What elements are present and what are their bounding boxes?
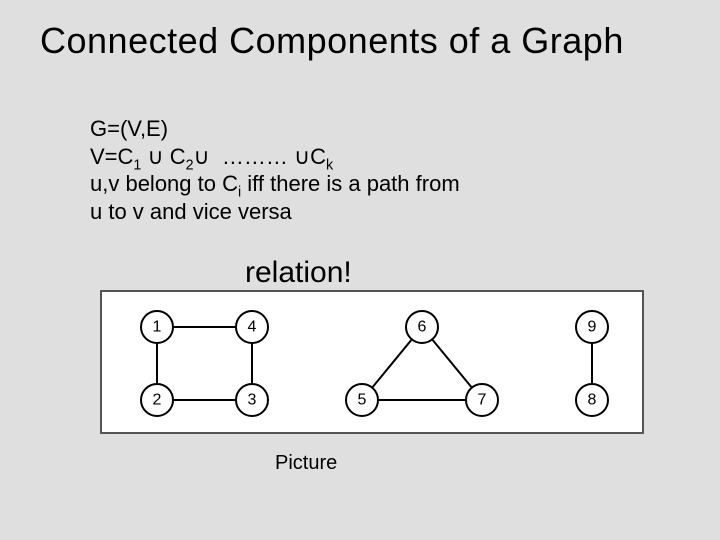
graph-node-label: 8 bbox=[588, 392, 597, 409]
def-l2a: V=C bbox=[90, 144, 133, 169]
graph-svg: 1 2 3 4 5 6 7 8 9 bbox=[102, 292, 642, 432]
graph-node-label: 4 bbox=[248, 319, 257, 336]
def-l2c: ∪ ……… ∪C bbox=[194, 144, 326, 169]
relation-text-remnant: relation! bbox=[245, 256, 352, 290]
def-l3a: u,v belong to C bbox=[90, 171, 238, 196]
graph-node-label: 9 bbox=[588, 319, 597, 336]
graph-node-label: 7 bbox=[478, 392, 487, 409]
graph-node-label: 3 bbox=[248, 392, 257, 409]
definitions-block: G=(V,E) V=C1 ∪ C2∪ ……… ∪Ck u,v belong to… bbox=[90, 115, 460, 225]
picture-caption: Picture bbox=[275, 452, 337, 475]
graph-diagram: 1 2 3 4 5 6 7 8 9 bbox=[100, 290, 644, 434]
page-title: Connected Components of a Graph bbox=[40, 20, 624, 62]
def-line-4: u to v and vice versa bbox=[90, 198, 460, 226]
graph-node-label: 6 bbox=[418, 319, 427, 336]
graph-node-label: 2 bbox=[153, 392, 162, 409]
def-l2b: ∪ C bbox=[141, 144, 185, 169]
def-l1: G=(V,E) bbox=[90, 116, 168, 141]
def-line-3: u,v belong to Ci iff there is a path fro… bbox=[90, 170, 460, 198]
graph-node-label: 5 bbox=[358, 392, 367, 409]
def-line-2: V=C1 ∪ C2∪ ……… ∪Ck bbox=[90, 143, 460, 171]
def-l4: u to v and vice versa bbox=[90, 199, 292, 224]
def-line-1: G=(V,E) bbox=[90, 115, 460, 143]
def-l3b: iff there is a path from bbox=[241, 171, 459, 196]
graph-node-label: 1 bbox=[153, 319, 162, 336]
